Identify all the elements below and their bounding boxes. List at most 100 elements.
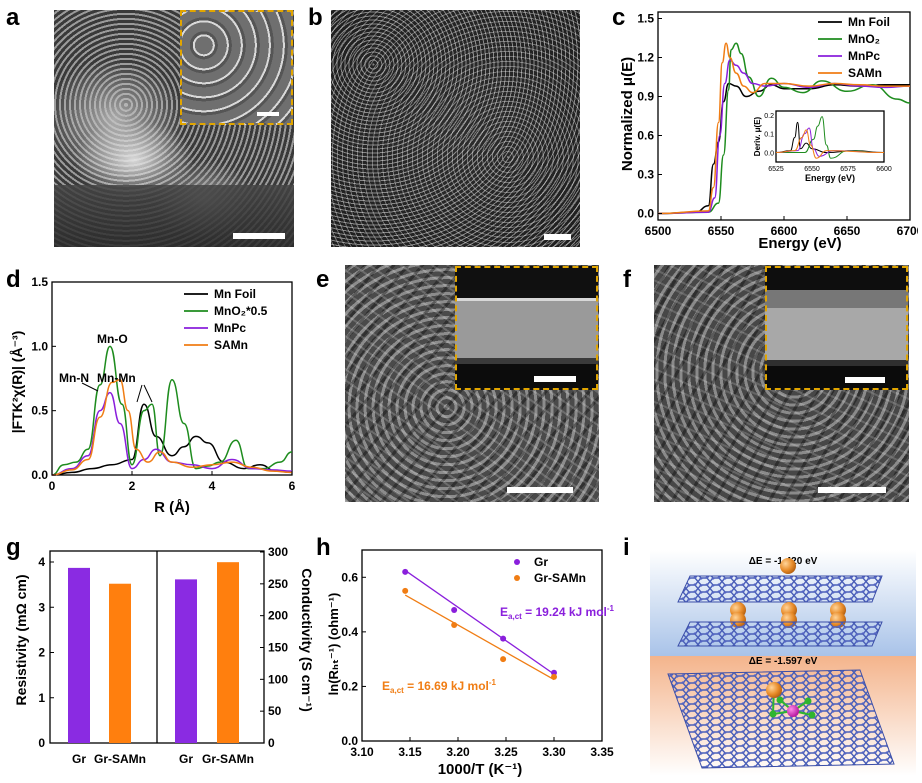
chart-c-xlabel: Energy (eV) bbox=[758, 235, 841, 252]
sem-inset-e bbox=[455, 266, 598, 390]
y-tick-label-right: 200 bbox=[268, 609, 288, 623]
x-tick-label: 3.30 bbox=[542, 745, 566, 759]
annotation-mn-n: Mn-N bbox=[59, 371, 89, 385]
chart-d-annotations: Mn-O Mn-N Mn-Mn bbox=[59, 332, 153, 403]
x-tick-label: 3.25 bbox=[494, 745, 518, 759]
chart-d-ticks: 0 2 4 6 0.0 0.5 1.0 1.5 bbox=[31, 275, 295, 493]
y-tick-label: 0.5 bbox=[31, 404, 48, 418]
y-tick-label: 1.5 bbox=[31, 275, 48, 289]
scale-bar-inset-e bbox=[534, 376, 576, 382]
y-tick-label: 0.6 bbox=[341, 570, 358, 584]
series-line bbox=[657, 42, 911, 215]
legend-label: SAMn bbox=[214, 338, 248, 352]
x-category-label: Gr bbox=[72, 752, 86, 766]
inset-x-tick-label: 6550 bbox=[804, 166, 820, 173]
data-point bbox=[451, 622, 458, 629]
y-tick-label: 0.0 bbox=[341, 734, 358, 748]
inset-series-line bbox=[776, 116, 885, 159]
chart-d-legend: Mn Foil MnO₂*0.5 MnPc SAMn bbox=[184, 287, 268, 352]
chart-d: 0 2 4 6 0.0 0.5 1.0 1.5 Mn Foil MnO₂*0.5 MnPc SAMn… bbox=[9, 275, 296, 516]
y-tick-label-right: 0 bbox=[268, 736, 275, 750]
inset-series-line bbox=[775, 121, 885, 154]
panel-label-e: e bbox=[316, 266, 330, 293]
x-tick-label: 6 bbox=[289, 479, 296, 493]
chart-d-ylabel: |FTK²χ(R)| (Å⁻³) bbox=[9, 331, 25, 434]
panel-label-a: a bbox=[6, 4, 20, 31]
chart-d-axes bbox=[51, 281, 293, 476]
fit-line bbox=[404, 594, 555, 681]
sem-inset-a bbox=[180, 10, 293, 125]
h-annotation-gr: Ea,ct = 19.24 kJ mol-1 bbox=[500, 604, 615, 621]
scale-bar-a bbox=[233, 233, 285, 239]
x-tick-label: 3.10 bbox=[350, 745, 374, 759]
sem-inset-f bbox=[765, 266, 908, 390]
x-tick-label: 3.20 bbox=[446, 745, 470, 759]
data-point bbox=[500, 635, 507, 642]
legend-label: SAMn bbox=[848, 66, 882, 80]
annotation-arrow bbox=[143, 384, 153, 403]
panel-label-c: c bbox=[612, 4, 626, 31]
chart-h: 3.10 3.15 3.20 3.25 3.30 3.350.00.20.40.6 GrG… bbox=[326, 549, 615, 778]
graphene-layer-middle bbox=[677, 621, 883, 647]
plot-frame bbox=[361, 549, 603, 742]
inset-y-tick-label: 0.1 bbox=[764, 132, 774, 139]
chart-g-ylabel-right: Conductivity (S cm⁻¹) bbox=[299, 568, 312, 712]
y-tick-label: 1.0 bbox=[31, 339, 48, 353]
data-point bbox=[451, 607, 458, 614]
bar-resistivity bbox=[109, 583, 131, 743]
legend-label: MnPc bbox=[214, 321, 246, 335]
chart-d-xlabel: R (Å) bbox=[154, 499, 190, 516]
chart-d-lines bbox=[51, 345, 293, 476]
mn-n4-site bbox=[766, 682, 816, 719]
plot-frame bbox=[775, 110, 885, 163]
chart-g-bars bbox=[68, 562, 239, 743]
bar-conductivity bbox=[175, 579, 197, 743]
data-point bbox=[402, 568, 409, 575]
scale-bar-e bbox=[507, 487, 573, 493]
panel-label-f: f bbox=[623, 266, 631, 293]
y-tick-label-left: 4 bbox=[38, 555, 45, 569]
series-line bbox=[51, 345, 293, 476]
chart-c-lines bbox=[657, 42, 911, 215]
x-category-label: Gr bbox=[179, 752, 193, 766]
x-tick-label: 4 bbox=[209, 479, 216, 493]
series-line bbox=[657, 82, 910, 215]
data-point bbox=[402, 587, 409, 594]
y-tick-label-right: 300 bbox=[268, 545, 288, 559]
chart-h-points bbox=[402, 568, 557, 681]
chart-g: 0 1 2 3 4 0 50 100 150 200 250 300 Gr Gr-SAMn Gr Gr-SAM… bbox=[13, 545, 312, 766]
bar-resistivity bbox=[68, 567, 90, 743]
scale-bar-inset-a bbox=[257, 112, 279, 116]
dft-energy-bottom: ΔE = -1.597 eV bbox=[749, 656, 818, 667]
legend-label: Gr-SAMn bbox=[534, 571, 586, 585]
chart-g-ylabel-left: Resistivity (mΩ cm) bbox=[13, 574, 29, 705]
y-tick-label-right: 150 bbox=[268, 641, 288, 655]
y-tick-label-left: 0 bbox=[38, 736, 45, 750]
plot-frame bbox=[51, 281, 293, 476]
series-line bbox=[51, 379, 293, 476]
inset-series-line bbox=[775, 129, 885, 159]
x-tick-label: 0 bbox=[49, 479, 56, 493]
y-tick-label-right: 50 bbox=[268, 704, 282, 718]
x-tick-label: 6500 bbox=[645, 224, 672, 238]
graphene-sheet-samn bbox=[667, 669, 895, 769]
y-tick-label: 0.0 bbox=[31, 468, 48, 482]
y-tick-label: 0.6 bbox=[637, 129, 654, 143]
panel-label-i: i bbox=[623, 534, 630, 561]
annotation-mn-mn: Mn-Mn bbox=[97, 371, 136, 385]
scale-bar-f bbox=[818, 487, 886, 493]
y-tick-label: 0.4 bbox=[341, 625, 358, 639]
legend-label: Gr bbox=[534, 555, 548, 569]
inset-x-tick-label: 6600 bbox=[876, 166, 892, 173]
legend-marker bbox=[514, 575, 520, 581]
x-tick-label: 3.15 bbox=[398, 745, 422, 759]
y-tick-label: 0.0 bbox=[637, 207, 654, 221]
inset-xlabel: Energy (eV) bbox=[805, 173, 855, 183]
h-annotation-samn: Ea,ct = 16.69 kJ mol-1 bbox=[382, 678, 497, 695]
panel-label-b: b bbox=[308, 4, 323, 31]
y-tick-label-right: 250 bbox=[268, 577, 288, 591]
series-line bbox=[657, 42, 910, 215]
inset-y-tick-label: 0.2 bbox=[764, 113, 774, 120]
data-point bbox=[551, 673, 557, 680]
